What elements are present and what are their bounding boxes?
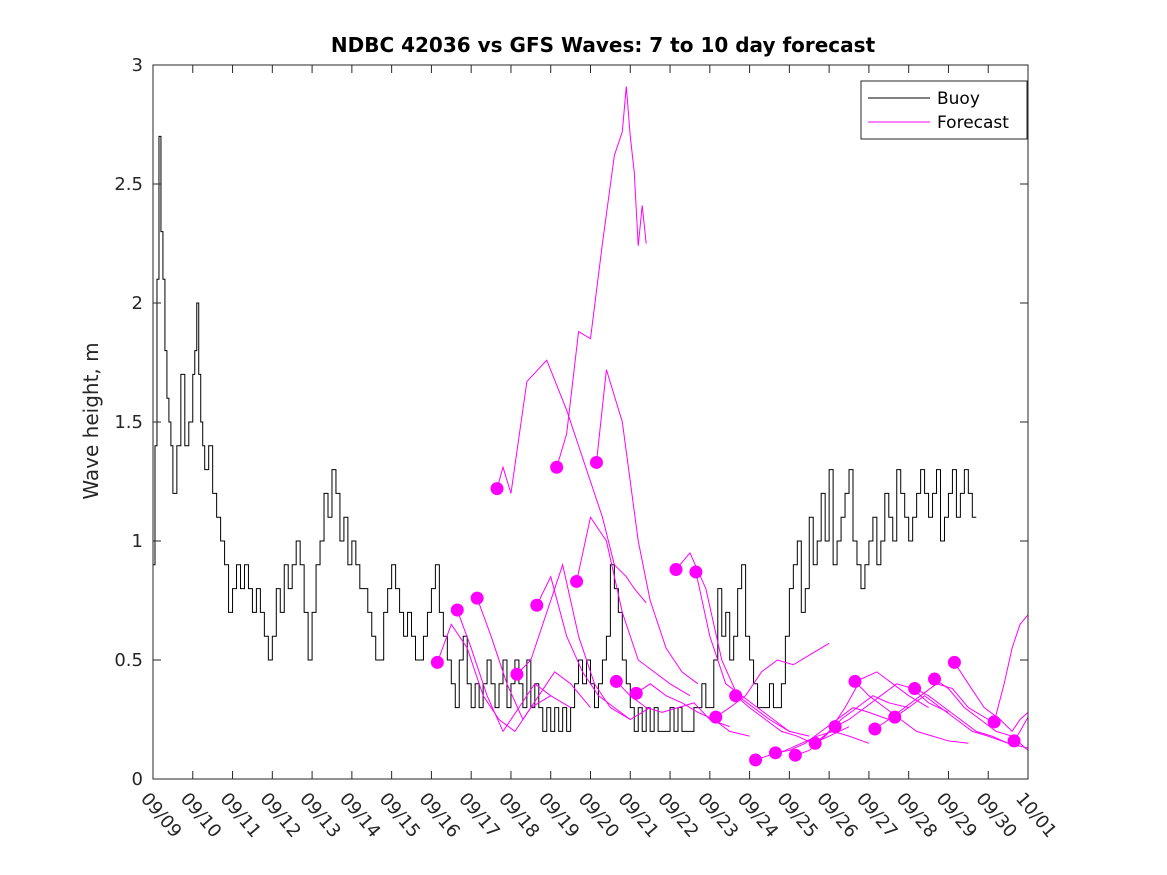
- forecast-marker: [768, 746, 782, 760]
- forecast-line: [834, 683, 949, 728]
- forecast-line: [516, 562, 631, 720]
- forecast-marker: [570, 574, 584, 588]
- forecast-line: [914, 688, 1029, 749]
- forecast-marker: [888, 710, 902, 724]
- forecast-line: [556, 86, 647, 468]
- forecast-marker: [490, 482, 504, 496]
- y-tick-label: 3: [132, 55, 143, 76]
- buoy-line: [153, 135, 977, 732]
- forecast-marker: [908, 682, 922, 696]
- legend-box: [860, 80, 1028, 140]
- forecast-line: [595, 369, 699, 685]
- y-tick-label: 1: [132, 531, 143, 552]
- forecast-marker: [530, 598, 544, 612]
- forecast-marker: [609, 674, 623, 688]
- forecast-marker: [848, 674, 862, 688]
- y-tick-label: 0.5: [114, 650, 143, 671]
- y-axis-label: Wave height, m: [79, 342, 103, 499]
- y-tick-label: 1.5: [114, 412, 143, 433]
- forecast-marker: [928, 672, 942, 686]
- forecast-marker: [430, 655, 444, 669]
- y-tick-label: 0: [132, 769, 143, 790]
- forecast-line: [536, 575, 651, 721]
- forecast-line: [735, 695, 850, 744]
- y-tick-label: 2.5: [114, 174, 143, 195]
- forecast-marker: [1007, 734, 1021, 748]
- forecast-marker: [749, 753, 763, 767]
- forecast-marker: [689, 565, 703, 579]
- forecast-line: [894, 695, 1009, 744]
- legend-forecast-label: Forecast: [937, 113, 1009, 133]
- y-axis: 0 0.5 1 1.5 2 2.5 3: [114, 55, 1028, 790]
- legend: Buoy Forecast: [860, 80, 1028, 140]
- forecast-marker: [788, 748, 802, 762]
- forecast-marker: [987, 715, 1001, 729]
- forecast-line: [476, 597, 591, 721]
- forecast-line: [576, 515, 691, 697]
- forecast-line: [854, 681, 969, 744]
- forecast-line: [456, 609, 571, 733]
- forecast-marker: [450, 603, 464, 617]
- forecast-series-group: [436, 86, 1029, 761]
- forecast-marker: [470, 591, 484, 605]
- forecast-marker: [669, 563, 683, 577]
- forecast-marker: [629, 686, 643, 700]
- forecast-marker: [550, 460, 564, 474]
- forecast-line: [496, 359, 647, 604]
- forecast-marker: [709, 710, 723, 724]
- forecast-marker: [510, 667, 524, 681]
- forecast-marker-group: [430, 455, 1021, 767]
- forecast-line: [635, 683, 750, 737]
- forecast-line: [675, 551, 790, 732]
- legend-buoy-label: Buoy: [937, 89, 980, 109]
- plot-area: [153, 86, 1029, 767]
- forecast-marker: [947, 655, 961, 669]
- buoy-series: [153, 135, 977, 732]
- forecast-marker: [729, 689, 743, 703]
- forecast-marker: [589, 455, 603, 469]
- y-tick-label: 2: [132, 293, 143, 314]
- forecast-marker: [808, 736, 822, 750]
- forecast-line: [993, 614, 1029, 723]
- forecast-marker: [868, 722, 882, 736]
- forecast-marker: [828, 720, 842, 734]
- forecast-line: [715, 642, 830, 718]
- forecast-line: [695, 571, 810, 737]
- chart-title: NDBC 42036 vs GFS Waves: 7 to 10 day for…: [331, 33, 876, 57]
